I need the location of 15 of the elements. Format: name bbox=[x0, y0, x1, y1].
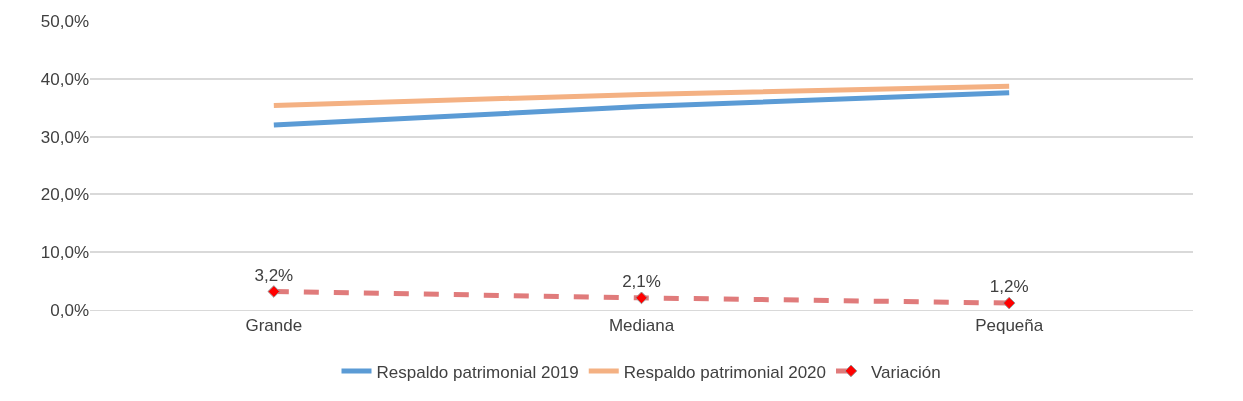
data-label: 1,2% bbox=[989, 277, 1029, 297]
y-tick-label: 50,0% bbox=[40, 11, 89, 31]
y-tick-label: 40,0% bbox=[40, 69, 89, 89]
y-tick-label: 10,0% bbox=[40, 243, 89, 263]
legend-label: Variación bbox=[871, 362, 941, 382]
x-tick-label: Mediana bbox=[608, 316, 675, 336]
data-label: 3,2% bbox=[254, 265, 294, 285]
x-tick-label: Pequeña bbox=[975, 316, 1044, 336]
legend-label: Respaldo patrimonial 2020 bbox=[623, 362, 826, 382]
y-tick-label: 0,0% bbox=[50, 300, 89, 320]
y-tick-label: 20,0% bbox=[40, 185, 89, 205]
x-tick-label: Grande bbox=[245, 316, 303, 336]
y-tick-label: 30,0% bbox=[40, 127, 89, 147]
data-label: 2,1% bbox=[622, 271, 661, 291]
legend-label: Respaldo patrimonial 2019 bbox=[376, 362, 579, 382]
